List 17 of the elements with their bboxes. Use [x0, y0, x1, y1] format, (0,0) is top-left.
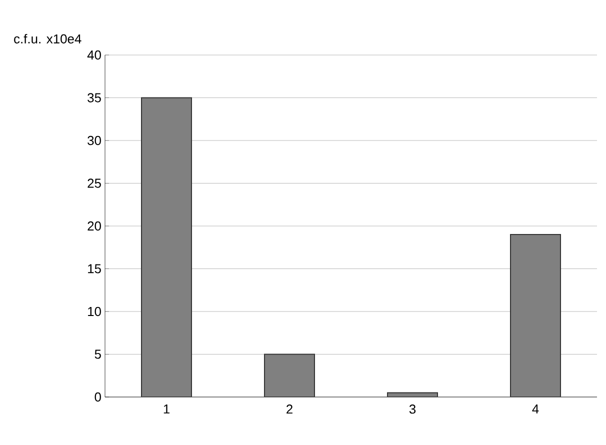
y-tick-label: 20	[88, 221, 101, 231]
y-tick-label: 5	[94, 350, 101, 359]
y-tick-label: 0	[94, 392, 101, 402]
x-tick-label: 4	[532, 404, 539, 414]
y-tick-label: 35	[88, 93, 101, 102]
y-tick-label: 30	[88, 136, 101, 146]
x-tick-label: 3	[409, 404, 416, 414]
y-tick-label: 25	[88, 178, 101, 188]
bar	[141, 97, 192, 397]
y-tick-label: 15	[88, 264, 101, 274]
y-tick-label: 40	[87, 50, 101, 60]
y-axis-title: c.f.u. x10e4	[14, 34, 82, 44]
bar	[264, 354, 315, 397]
y-tick-label: 10	[88, 306, 101, 316]
bar	[510, 234, 562, 397]
x-tick-label: 1	[164, 404, 170, 414]
x-tick-label: 2	[286, 404, 292, 414]
